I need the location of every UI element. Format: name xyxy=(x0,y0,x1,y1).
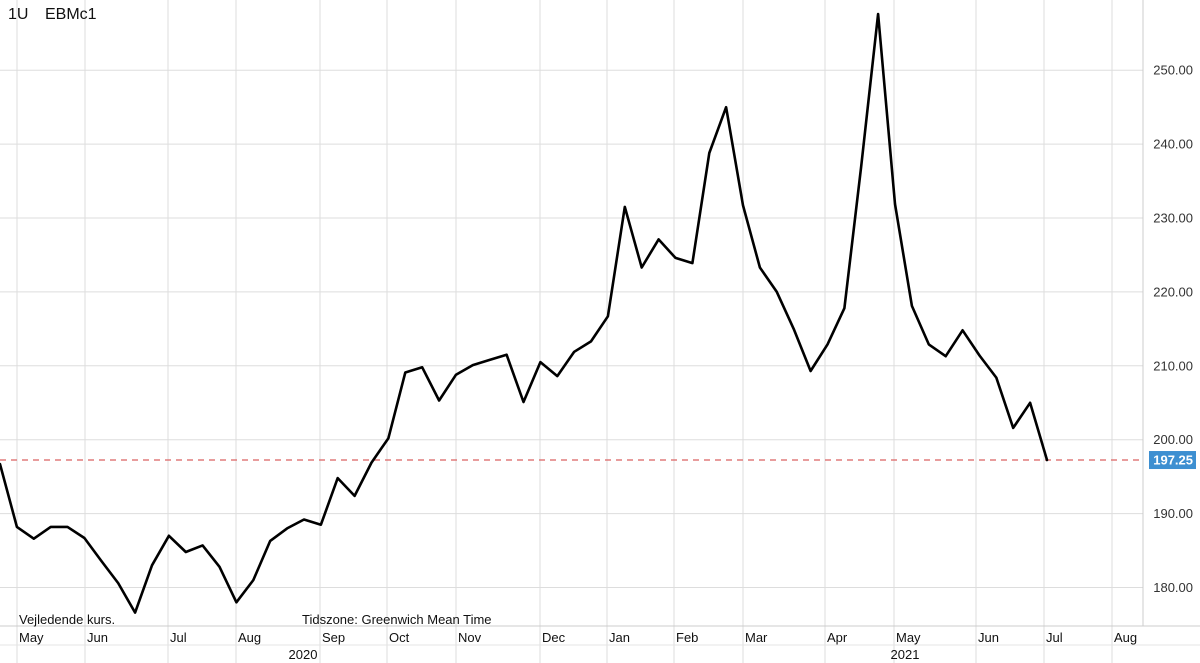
timezone-note: Tidszone: Greenwich Mean Time xyxy=(302,612,492,627)
last-price-badge: 197.25 xyxy=(1149,451,1196,470)
y-tick-label: 180.00 xyxy=(1153,580,1193,595)
last-price-badge-bg xyxy=(1149,451,1196,470)
y-tick-label: 230.00 xyxy=(1153,211,1193,226)
x-month-label: Aug xyxy=(1114,630,1137,645)
y-axis-ticks: 180.00 190.00 200.00 210.00 220.00 230.00 240.… xyxy=(1153,63,1193,595)
x-month-label: Oct xyxy=(389,630,410,645)
y-tick-label: 220.00 xyxy=(1153,284,1193,299)
last-price-label: 197.25 xyxy=(1153,453,1193,468)
x-month-label: Nov xyxy=(458,630,482,645)
price-series-line xyxy=(0,12,1049,614)
x-month-label: May xyxy=(19,630,44,645)
grid-horizontal xyxy=(0,69,1143,588)
x-month-label: Sep xyxy=(322,630,345,645)
y-tick-label: 200.00 xyxy=(1153,432,1193,447)
x-axis-year-ticks: 2020 2021 xyxy=(289,647,920,662)
y-tick-label: 210.00 xyxy=(1153,358,1193,373)
x-year-label: 2020 xyxy=(289,647,318,662)
symbol-label: EBMc1 xyxy=(45,6,97,23)
x-month-label: Jun xyxy=(978,630,999,645)
x-month-label: Jan xyxy=(609,630,630,645)
x-month-label: Feb xyxy=(676,630,698,645)
x-month-label: May xyxy=(896,630,921,645)
y-tick-label: 190.00 xyxy=(1153,506,1193,521)
x-month-label: Jul xyxy=(170,630,187,645)
x-month-label: Jul xyxy=(1046,630,1063,645)
x-year-label: 2021 xyxy=(891,647,920,662)
y-tick-label: 240.00 xyxy=(1153,137,1193,152)
x-axis-month-ticks: May Jun Jul Aug Sep Oct Nov Dec Jan Feb Mar Apr May J… xyxy=(19,630,1137,645)
x-month-label: Mar xyxy=(745,630,768,645)
x-month-label: Dec xyxy=(542,630,566,645)
x-month-label: Apr xyxy=(827,630,848,645)
x-month-label: Jun xyxy=(87,630,108,645)
grid-vertical xyxy=(16,0,1113,663)
x-month-label: Aug xyxy=(238,630,261,645)
indicative-price-note: Vejledende kurs. xyxy=(19,612,116,627)
interval-label[interactable]: 1U xyxy=(8,6,29,23)
y-tick-label: 250.00 xyxy=(1153,63,1193,78)
